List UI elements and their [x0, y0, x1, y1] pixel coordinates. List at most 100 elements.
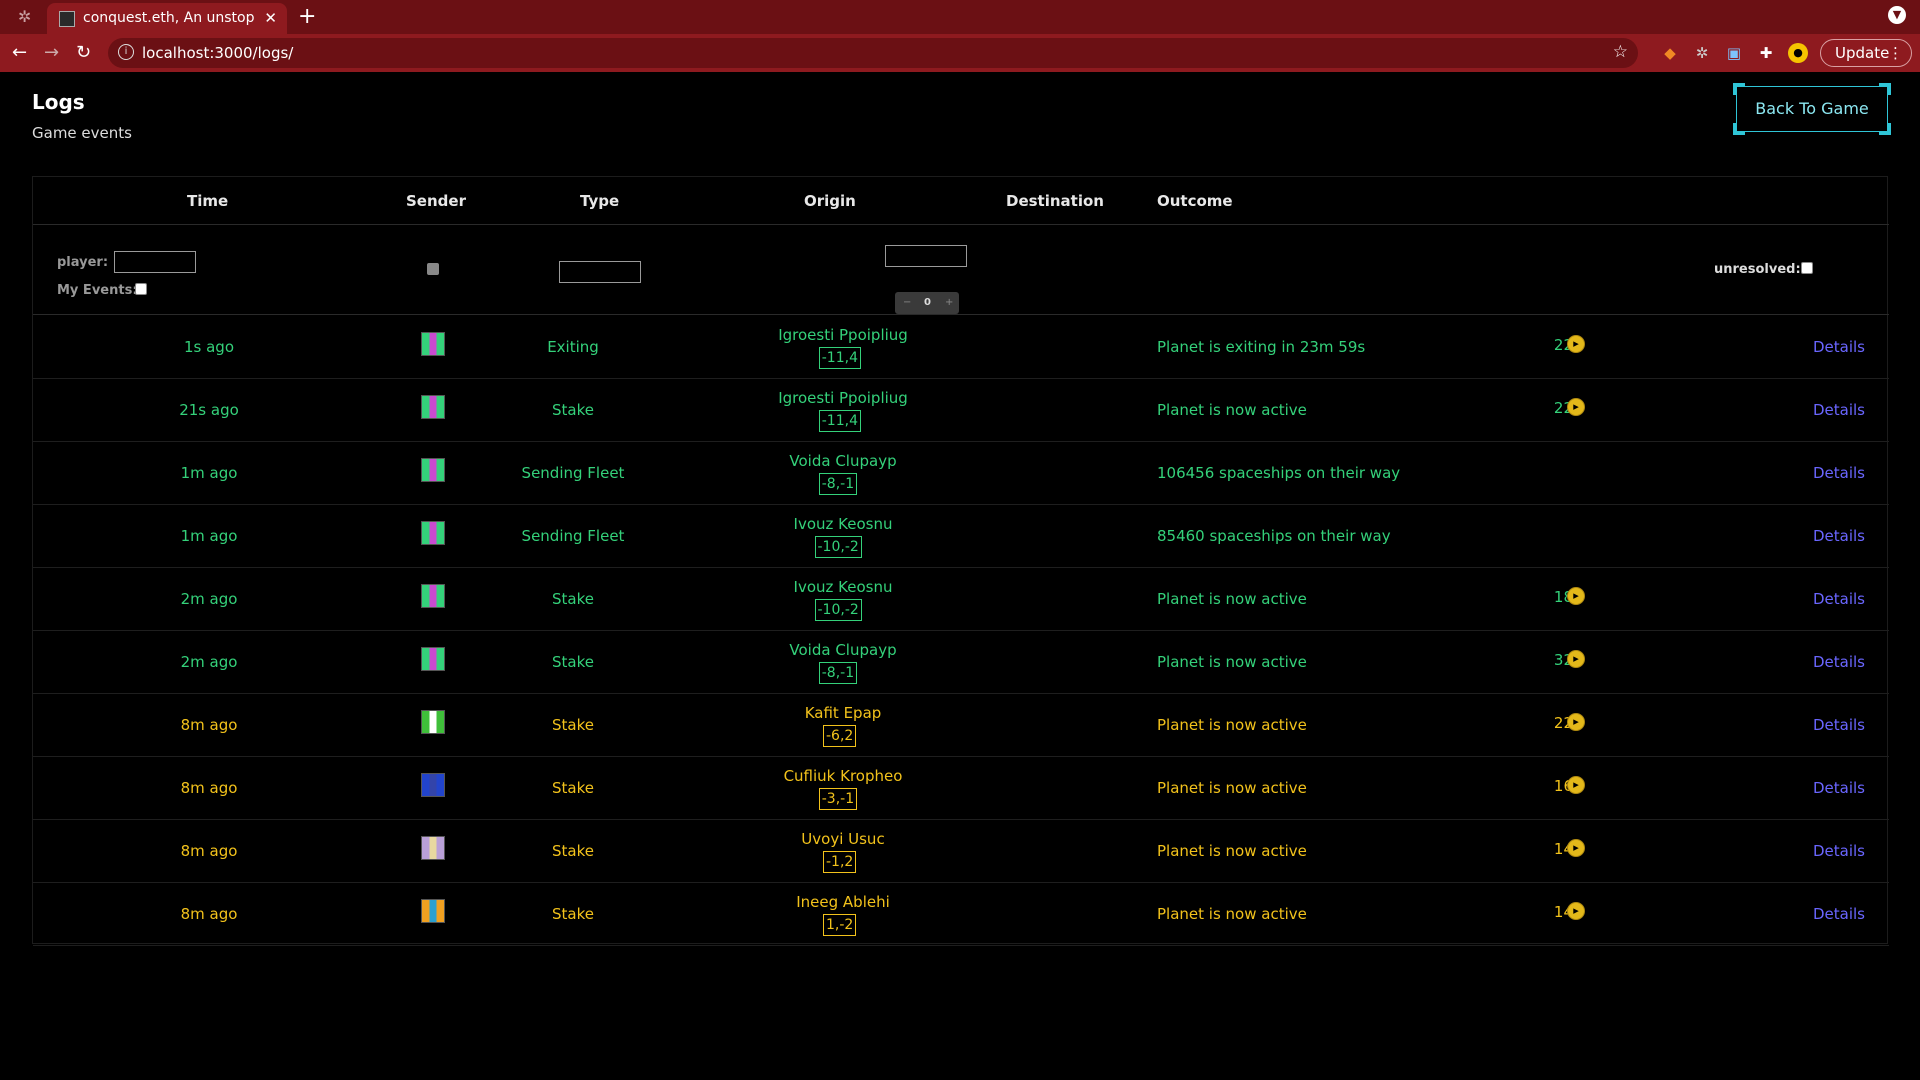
origin-planet-name[interactable]: Uvoyi Usuc	[801, 830, 885, 848]
origin-coordinates[interactable]: 1,-2	[823, 914, 857, 936]
row-outcome: Planet is now active	[1157, 716, 1307, 734]
origin-planet-name[interactable]: Ineeg Ablehi	[796, 893, 890, 911]
row-time: 2m ago	[180, 653, 238, 671]
tab-list-chevron-icon[interactable]: ▼	[1888, 6, 1906, 24]
site-info-icon[interactable]: i	[118, 44, 134, 60]
metamask-extension-icon[interactable]: ◆	[1664, 44, 1676, 62]
unresolved-checkbox[interactable]	[1801, 262, 1813, 274]
details-link[interactable]: Details	[1813, 905, 1866, 923]
row-type: Stake	[552, 590, 594, 608]
origin-coordinates[interactable]: -10,-2	[814, 599, 862, 621]
update-button[interactable]: Update ⋮	[1820, 39, 1912, 67]
corner-decoration	[1879, 123, 1891, 135]
row-type: Stake	[552, 779, 594, 797]
coin-icon: ▸	[1567, 839, 1585, 857]
details-link[interactable]: Details	[1813, 653, 1866, 671]
sender-avatar[interactable]	[421, 395, 445, 419]
origin-radius-stepper[interactable]: − 0 +	[895, 292, 959, 314]
origin-planet-name[interactable]: Igroesti Ppoipliug	[778, 389, 908, 407]
origin-filter-input[interactable]	[885, 245, 967, 267]
table-row: 8m ago Stake Kafit Epap -6,2 Planet is now a…	[33, 694, 1889, 757]
back-arrow-icon[interactable]: ←	[12, 42, 28, 63]
origin-coordinates[interactable]: -11,4	[818, 410, 861, 432]
sender-avatar[interactable]	[421, 332, 445, 356]
player-filter-input[interactable]	[114, 251, 196, 273]
origin-coordinates[interactable]: -8,-1	[818, 473, 858, 495]
new-tab-button[interactable]: +	[298, 4, 317, 29]
origin-planet-name[interactable]: Cufliuk Kropheo	[783, 767, 903, 785]
header-type[interactable]: Type	[580, 192, 620, 210]
details-link[interactable]: Details	[1813, 338, 1866, 356]
origin-planet-name[interactable]: Igroesti Ppoipliug	[778, 326, 908, 344]
table-row: 8m ago Stake Cufliuk Kropheo -3,-1 Planet is…	[33, 757, 1889, 820]
sender-avatar[interactable]	[421, 647, 445, 671]
stepper-minus-button[interactable]: −	[903, 297, 912, 308]
coin-icon: ▸	[1567, 713, 1585, 731]
origin-coordinates[interactable]: -11,4	[818, 347, 861, 369]
details-link[interactable]: Details	[1813, 527, 1866, 545]
my-events-label: My Events:	[57, 283, 138, 298]
header-destination[interactable]: Destination	[1006, 192, 1104, 210]
header-sender[interactable]: Sender	[406, 192, 466, 210]
origin-planet-name[interactable]: Voida Clupayp	[789, 641, 897, 659]
logs-table: Time Sender Type Origin Destination Outc…	[32, 176, 1889, 946]
tab-search-icon[interactable]: ✲	[18, 7, 32, 26]
row-type: Stake	[552, 401, 594, 419]
origin-coordinates[interactable]: -1,2	[823, 851, 857, 873]
coin-icon: ▸	[1567, 398, 1585, 416]
address-bar[interactable]: i localhost:3000/logs/ ☆	[108, 38, 1638, 68]
origin-coordinates[interactable]: -10,-2	[814, 536, 862, 558]
sender-filter-checkbox[interactable]	[427, 263, 439, 275]
coin-icon: ▸	[1567, 902, 1585, 920]
details-link[interactable]: Details	[1813, 779, 1866, 797]
stepper-plus-button[interactable]: +	[945, 297, 954, 308]
menu-dots-icon[interactable]: ⋮	[1888, 44, 1903, 62]
details-link[interactable]: Details	[1813, 842, 1866, 860]
details-link[interactable]: Details	[1813, 716, 1866, 734]
row-outcome: 85460 spaceships on their way	[1157, 527, 1391, 545]
sender-avatar[interactable]	[421, 521, 445, 545]
origin-planet-name[interactable]: Ivouz Keosnu	[793, 578, 893, 596]
sender-avatar[interactable]	[421, 899, 445, 923]
forward-arrow-icon[interactable]: →	[44, 42, 60, 63]
corner-decoration	[1733, 123, 1745, 135]
profile-avatar-icon[interactable]: ●	[1788, 43, 1808, 63]
row-outcome: Planet is exiting in 23m 59s	[1157, 338, 1366, 356]
details-link[interactable]: Details	[1813, 401, 1866, 419]
origin-planet-name[interactable]: Voida Clupayp	[789, 452, 897, 470]
table-row: 8m ago Stake Uvoyi Usuc -1,2 Planet is now a…	[33, 820, 1889, 883]
header-time[interactable]: Time	[187, 192, 229, 210]
bookmark-star-icon[interactable]: ☆	[1612, 42, 1628, 62]
corner-decoration	[1879, 83, 1891, 95]
type-filter-input[interactable]	[559, 261, 641, 283]
sender-avatar[interactable]	[421, 836, 445, 860]
origin-coordinates[interactable]: -8,-1	[818, 662, 858, 684]
row-time: 21s ago	[179, 401, 239, 419]
tab-close-icon[interactable]: ✕	[264, 9, 277, 27]
sender-avatar[interactable]	[421, 773, 445, 797]
origin-coordinates[interactable]: -6,2	[823, 725, 857, 747]
header-origin[interactable]: Origin	[804, 192, 856, 210]
reload-icon[interactable]: ↻	[76, 42, 92, 63]
origin-planet-name[interactable]: Ivouz Keosnu	[793, 515, 893, 533]
row-type: Sending Fleet	[521, 527, 625, 545]
details-link[interactable]: Details	[1813, 464, 1866, 482]
row-type: Stake	[552, 653, 594, 671]
back-to-game-button[interactable]: Back To Game	[1733, 83, 1891, 135]
extensions-puzzle-icon[interactable]: ✚	[1759, 44, 1773, 62]
sender-avatar[interactable]	[421, 458, 445, 482]
extension-screenshot-icon[interactable]: ▣	[1726, 44, 1742, 62]
origin-planet-name[interactable]: Kafit Epap	[804, 704, 882, 722]
table-header: Time Sender Type Origin Destination Outc…	[33, 177, 1889, 225]
table-row: 1m ago Sending Fleet Ivouz Keosnu -10,-2 854…	[33, 505, 1889, 568]
header-outcome[interactable]: Outcome	[1157, 192, 1233, 210]
row-outcome: Planet is now active	[1157, 590, 1307, 608]
sender-avatar[interactable]	[421, 710, 445, 734]
origin-coordinates[interactable]: -3,-1	[818, 788, 858, 810]
url-text[interactable]: localhost:3000/logs/	[142, 44, 294, 62]
extension-sparkle-icon[interactable]: ✲	[1695, 44, 1709, 62]
details-link[interactable]: Details	[1813, 590, 1866, 608]
my-events-checkbox[interactable]	[135, 283, 147, 295]
sender-avatar[interactable]	[421, 584, 445, 608]
browser-tab[interactable]: conquest.eth, An unstoppable ✕	[47, 3, 287, 34]
